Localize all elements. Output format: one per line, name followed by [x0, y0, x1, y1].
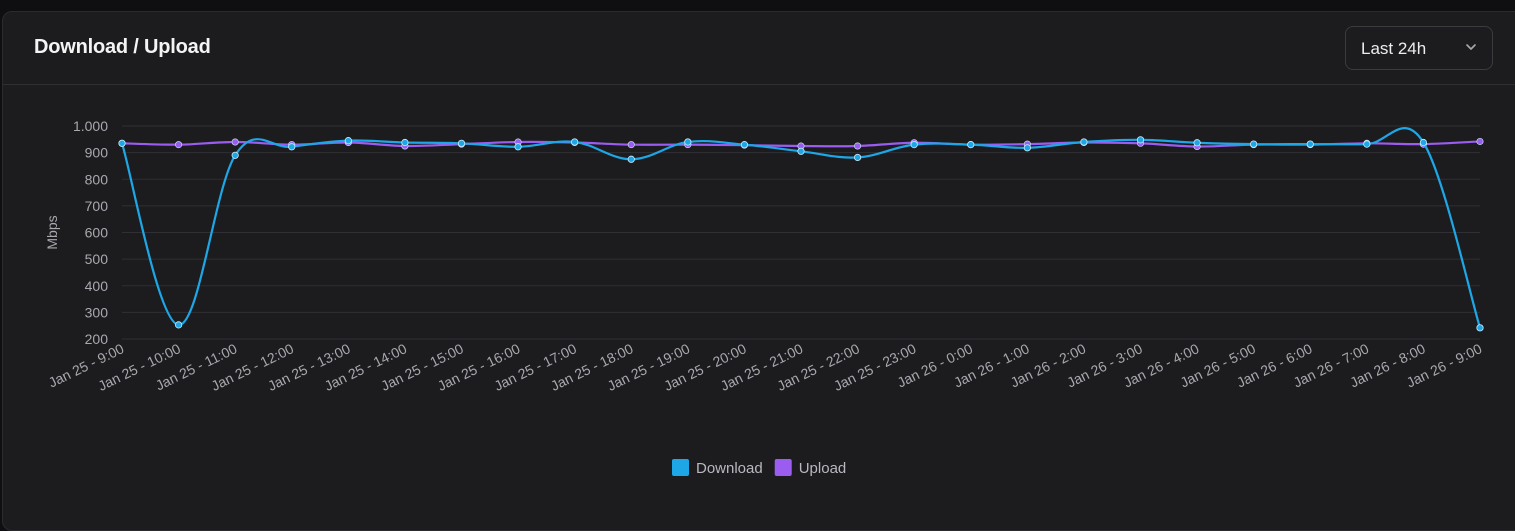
download-point: [1363, 140, 1371, 148]
download-point: [797, 147, 805, 155]
legend-swatch-upload: [774, 459, 792, 476]
y-tick-label: 600: [85, 225, 109, 241]
download-point: [457, 139, 466, 147]
card-title: Download / Upload: [34, 36, 211, 58]
download-point: [1419, 138, 1428, 147]
legend-label-upload: Upload: [799, 460, 847, 477]
y-axis-title: Mbps: [44, 215, 60, 249]
download-point: [740, 141, 749, 149]
download-point: [118, 139, 126, 147]
download-point: [1080, 138, 1088, 146]
download-point: [910, 141, 918, 149]
y-tick-label: 300: [85, 304, 109, 320]
y-tick-label: 400: [85, 278, 109, 294]
download-point: [1250, 140, 1258, 148]
upload-point: [1476, 137, 1484, 145]
legend-label-download: Download: [696, 460, 763, 477]
chevron-down-icon: [1466, 44, 1476, 50]
download-point: [174, 321, 183, 329]
download-line: [120, 127, 1482, 329]
download-point: [1476, 324, 1484, 332]
download-point: [571, 138, 579, 146]
upload-point: [627, 141, 635, 149]
download-point: [1023, 144, 1031, 152]
y-tick-label: 700: [85, 198, 109, 214]
upload-point: [231, 138, 239, 146]
y-tick-label: 500: [85, 251, 109, 267]
download-point: [627, 155, 635, 163]
download-point: [231, 151, 239, 159]
card-header: Download / Upload Last 24h: [3, 12, 1515, 85]
download-point: [1306, 140, 1314, 148]
chart-card: Download / Upload Last 24h: [2, 11, 1515, 531]
download-point: [288, 143, 296, 151]
download-point: [684, 138, 692, 146]
download-point: [1193, 139, 1201, 147]
y-tick-label: 800: [85, 171, 109, 187]
download-point: [967, 141, 975, 149]
download-point: [401, 138, 409, 147]
time-range-select[interactable]: Last 24h: [1345, 26, 1493, 70]
legend-swatch-download: [672, 459, 689, 476]
upload-point: [854, 142, 862, 150]
download-point: [853, 153, 862, 162]
y-tick-label: 900: [85, 145, 109, 161]
upload-point: [175, 141, 183, 149]
download-point: [344, 137, 352, 145]
download-point: [514, 143, 522, 151]
y-tick-label: 1.000: [73, 118, 108, 134]
y-tick-label: 200: [85, 331, 109, 347]
download-point: [1136, 136, 1145, 144]
time-range-value: Last 24h: [1361, 39, 1427, 58]
